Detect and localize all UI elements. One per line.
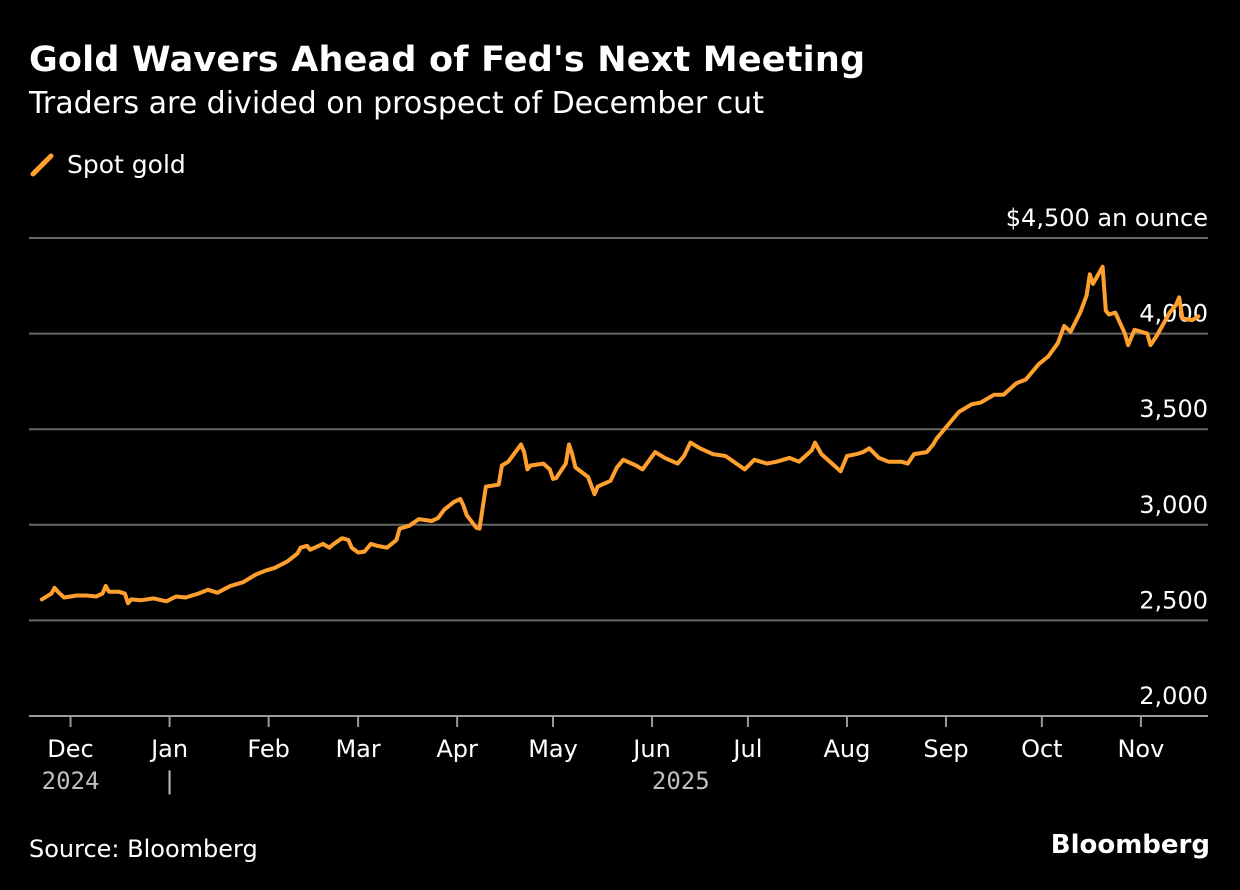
legend-label: Spot gold [67,150,186,179]
year-label: 2024 [42,767,100,795]
chart-title: Gold Wavers Ahead of Fed's Next Meeting [29,40,866,80]
y-tick-label: 3,500 [1139,395,1208,423]
y-tick-label: $4,500 an ounce [1006,204,1208,232]
x-tick-label: Dec [47,735,93,763]
x-tick-label: Sep [923,735,968,763]
source-note: Source: Bloomberg [29,835,258,863]
y-tick-label: 2,500 [1139,586,1208,614]
x-tick-label: Jul [731,735,762,763]
x-tick-label: Mar [335,735,380,763]
x-tick-label: Apr [436,735,478,763]
series-line-spot-gold [39,264,1201,606]
x-tick-label: Nov [1117,735,1164,763]
year-separator: | [166,767,174,795]
x-tick-label: May [528,735,578,763]
x-tick-label: Oct [1021,735,1063,763]
y-tick-label: 4,000 [1139,300,1208,328]
x-tick-label: Feb [247,735,290,763]
legend-swatch-icon [30,153,54,176]
x-tick-label: Aug [824,735,871,763]
x-tick-label: Jun [631,735,671,763]
legend: Spot gold [29,150,186,179]
bloomberg-logo: Bloomberg [1050,830,1210,860]
y-tick-label: 3,000 [1139,491,1208,519]
y-tick-label: 2,000 [1139,682,1208,710]
chart-subtitle: Traders are divided on prospect of Decem… [29,86,764,121]
year-label: 2025 [652,767,710,795]
x-tick-label: Jan [149,735,188,763]
